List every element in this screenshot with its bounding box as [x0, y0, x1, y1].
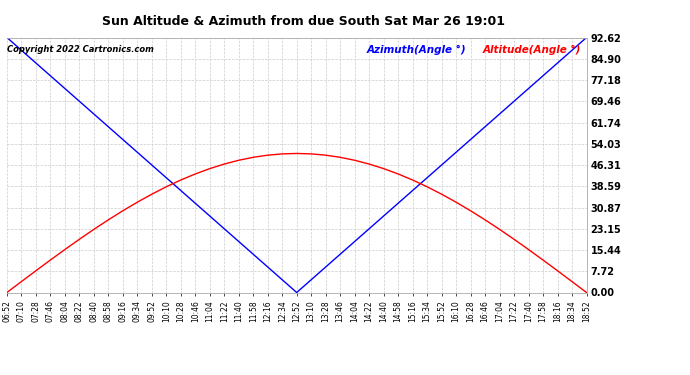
- Text: Azimuth(Angle °): Azimuth(Angle °): [366, 45, 466, 55]
- Text: Copyright 2022 Cartronics.com: Copyright 2022 Cartronics.com: [7, 45, 154, 54]
- Text: Sun Altitude & Azimuth from due South Sat Mar 26 19:01: Sun Altitude & Azimuth from due South Sa…: [102, 15, 505, 28]
- Text: Altitude(Angle °): Altitude(Angle °): [482, 45, 580, 55]
